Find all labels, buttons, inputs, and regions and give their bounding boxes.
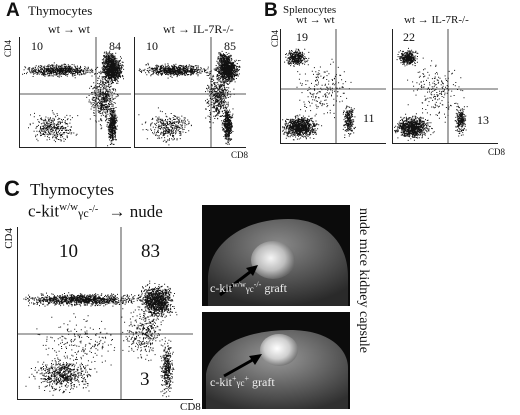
graft-photo-2: c-kit+γc+ graft — [202, 312, 350, 409]
quadrant-value: 85 — [224, 39, 236, 53]
panel-a-plot-1: 10 84 3 — [19, 37, 131, 148]
panel-b-ylabel: CD4 — [270, 30, 280, 48]
graft1-g: γc — [245, 284, 254, 294]
graft-label-1: c-kitw/wγc-/- graft — [210, 280, 287, 296]
panel-c-plot-dots — [18, 227, 193, 399]
quadrant-value: 10 — [59, 241, 78, 262]
panel-a-plot-2-dots — [135, 37, 246, 147]
graft1-end: graft — [261, 281, 287, 295]
graft1-a: c-kit — [210, 281, 232, 295]
quadrant-value: 10 — [31, 39, 43, 53]
donor-name: c-kit — [28, 201, 60, 221]
quadrant-value: 84 — [109, 39, 121, 53]
graft2-ko: + — [244, 374, 250, 383]
quadrant-value: 83 — [141, 241, 160, 262]
panel-c-plot: 10 83 3 — [17, 227, 193, 400]
panel-b-xlabel: CD8 — [488, 147, 506, 157]
panel-a-letter: A — [6, 0, 20, 21]
panel-c-title: Thymocytes — [30, 180, 115, 199]
graft2-g: γc — [236, 378, 245, 388]
graft1-ko: -/- — [253, 280, 262, 289]
panel-c-letter: C — [4, 176, 20, 201]
donor-sub: γc-/- — [78, 203, 99, 220]
panel-b-plot-2: 22 13 — [392, 29, 498, 144]
panel-a-plot-2: 10 85 3 — [134, 37, 246, 148]
graft1-sup: w/w — [232, 280, 246, 289]
side-label: nude mice kidney capsule — [356, 208, 371, 354]
panel-b-title: Splenocytes — [283, 4, 337, 16]
quadrant-value: 22 — [403, 30, 415, 44]
graft2-sup: + — [232, 374, 237, 383]
panel-b-letter: B — [264, 0, 278, 21]
donor-gamma: γc — [78, 205, 89, 220]
panel-b-plot1-label: wt → wt — [296, 14, 335, 26]
donor-sup: w/w — [59, 201, 79, 213]
panel-b-plot-1: 19 11 — [280, 29, 386, 144]
quadrant-value: 3 — [108, 121, 114, 135]
quadrant-value: 13 — [477, 113, 489, 127]
recipient-label: → nude — [108, 201, 163, 221]
graft-label-2: c-kit+γc+ graft — [210, 374, 275, 390]
panel-a-plot-1-dots — [20, 37, 131, 147]
quadrant-value: 19 — [296, 30, 308, 44]
panel-c-ylabel: CD4 — [3, 228, 15, 249]
panel-a-title: Thymocytes — [28, 3, 93, 18]
panel-b-plot2-label: wt → IL-7R-/- — [404, 14, 469, 26]
kidney-image-2 — [206, 330, 348, 409]
quadrant-value: 3 — [140, 369, 150, 390]
quadrant-value: 3 — [223, 121, 229, 135]
graft-photo-1: c-kitw/wγc-/- graft — [202, 205, 350, 306]
graft2-a: c-kit — [210, 375, 232, 389]
panel-a-plot2-label: wt → IL-7R-/- — [163, 22, 234, 36]
panel-b-plot-2-dots — [393, 29, 498, 143]
quadrant-value: 11 — [363, 111, 375, 125]
quadrant-value: 10 — [146, 39, 158, 53]
panel-c-donor-label: c-kitw/wγc-/- → nude — [28, 201, 163, 222]
kidney-image-1 — [207, 219, 348, 306]
panel-a-ylabel: CD4 — [3, 40, 13, 58]
panel-a-xlabel: CD8 — [231, 150, 249, 160]
donor-ko: -/- — [88, 203, 99, 215]
panel-b-plot-1-dots — [281, 29, 386, 143]
graft2-end: graft — [249, 375, 275, 389]
panel-c-xlabel: CD8 — [180, 401, 201, 413]
panel-a-plot1-label: wt → wt — [48, 22, 90, 36]
